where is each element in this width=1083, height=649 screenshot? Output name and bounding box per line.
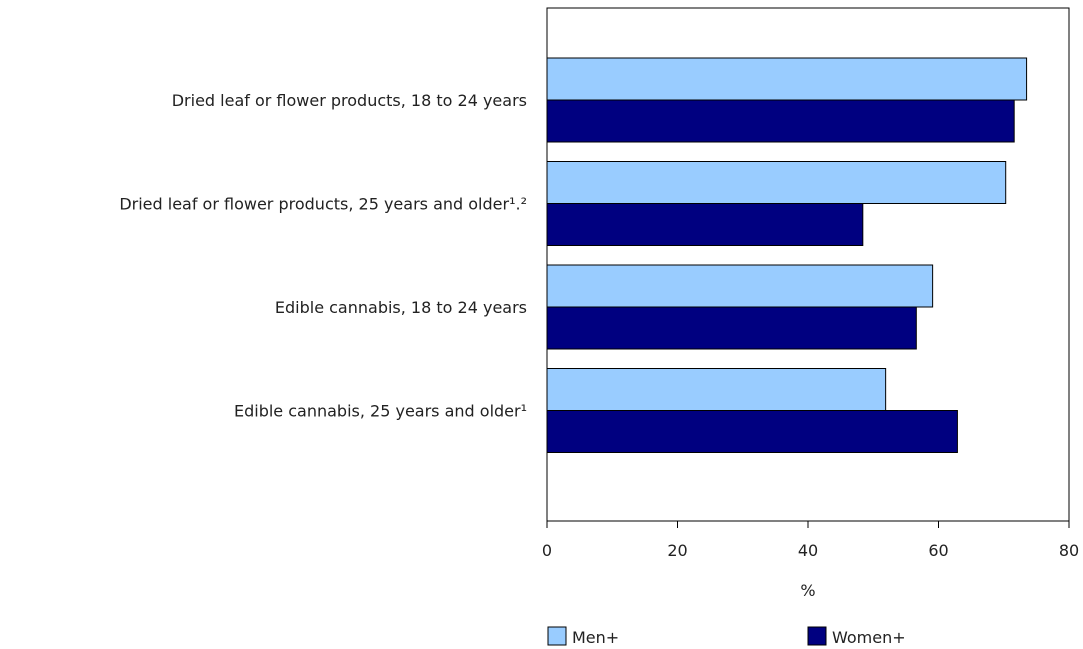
- x-tick-label: 0: [542, 541, 552, 560]
- category-label: Edible cannabis, 18 to 24 years: [275, 298, 527, 317]
- bar-women-4: [546, 410, 958, 453]
- bar-men-3: [546, 264, 934, 308]
- category-label: Edible cannabis, 25 years and older¹: [234, 402, 527, 421]
- legend-label: Women+: [832, 628, 906, 647]
- bar-women-1: [546, 99, 1015, 143]
- bar-women-2: [546, 203, 864, 246]
- x-axis-title: %: [800, 581, 815, 600]
- bar-men-4: [546, 368, 887, 411]
- bar-men-2: [546, 161, 1007, 204]
- legend-swatch-women: [807, 626, 827, 646]
- category-label: Dried leaf or flower products, 18 to 24 …: [172, 91, 527, 110]
- legend-swatch-men: [547, 626, 567, 646]
- bar-men-1: [546, 57, 1028, 101]
- category-labels: Dried leaf or flower products, 18 to 24 …: [119, 91, 527, 421]
- bars-layer: [546, 57, 1028, 453]
- category-label: Dried leaf or flower products, 25 years …: [119, 195, 527, 214]
- x-tick-label: 80: [1059, 541, 1079, 560]
- legend: Men+ Women+: [547, 626, 906, 647]
- x-tick-label: 60: [928, 541, 948, 560]
- bar-women-3: [546, 306, 917, 350]
- x-axis: 0 20 40 60 80: [542, 521, 1079, 560]
- x-tick-label: 20: [667, 541, 687, 560]
- legend-label: Men+: [572, 628, 619, 647]
- x-tick-label: 40: [798, 541, 818, 560]
